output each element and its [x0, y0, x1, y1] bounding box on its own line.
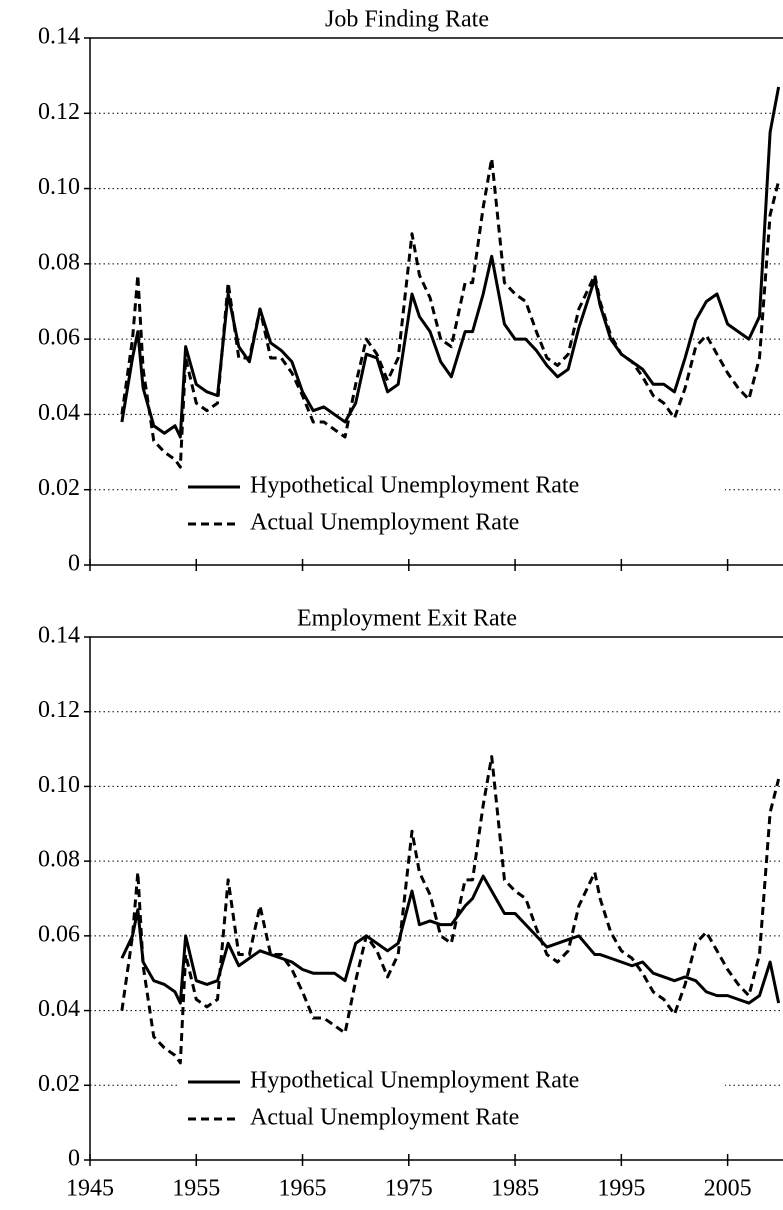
y-tick-label: 0.02 [38, 1071, 80, 1097]
x-tick-label: 1995 [597, 1176, 645, 1202]
legend-label: Hypothetical Unemployment Rate [250, 473, 579, 499]
series-line [120, 874, 781, 1005]
x-tick-label: 1955 [172, 1176, 220, 1202]
legend-label: Actual Unemployment Rate [250, 510, 519, 536]
legend-box [180, 469, 725, 549]
y-tick-label: 0.02 [38, 475, 80, 501]
x-tick-label: 1975 [385, 1176, 433, 1202]
y-tick-label: 0.14 [38, 24, 80, 50]
x-tick-label: 1965 [279, 1176, 327, 1202]
x-tick-label: 2005 [704, 1176, 752, 1202]
y-tick-label: 0.06 [38, 325, 80, 351]
series-line [120, 156, 781, 469]
chart-title: Job Finding Rate [325, 7, 489, 33]
y-tick-label: 0.08 [38, 847, 80, 873]
y-tick-label: 0 [68, 1146, 80, 1172]
y-tick-label: 0.06 [38, 921, 80, 947]
legend-label: Hypothetical Unemployment Rate [250, 1068, 579, 1094]
y-tick-label: 0.04 [38, 996, 80, 1022]
y-tick-label: 0.10 [38, 174, 80, 200]
legend-box [180, 1064, 725, 1144]
y-tick-label: 0.10 [38, 772, 80, 798]
y-tick-label: 0.04 [38, 400, 80, 426]
y-tick-label: 0.08 [38, 249, 80, 275]
legend-label: Actual Unemployment Rate [250, 1105, 519, 1131]
data-layer [120, 86, 781, 469]
series-line [120, 755, 781, 1065]
panel: Job Finding Rate 0 0.02 0.04 0.06 0.08 0.10 0.1… [38, 7, 783, 577]
chart-title: Employment Exit Rate [297, 606, 517, 632]
y-tick-label: 0.12 [38, 99, 80, 125]
panel: Employment Exit Rate 0 0.02 0.04 0.06 0.08 0.1… [38, 606, 783, 1202]
y-tick-label: 0 [68, 551, 80, 577]
x-tick-label: 1945 [66, 1176, 114, 1202]
data-layer [120, 755, 781, 1065]
axis-frame [89, 636, 783, 1161]
series-line [120, 86, 781, 439]
y-tick-label: 0.12 [38, 697, 80, 723]
y-tick-label: 0.14 [38, 623, 80, 649]
x-tick-label: 1985 [491, 1176, 539, 1202]
axis-frame [89, 37, 783, 566]
